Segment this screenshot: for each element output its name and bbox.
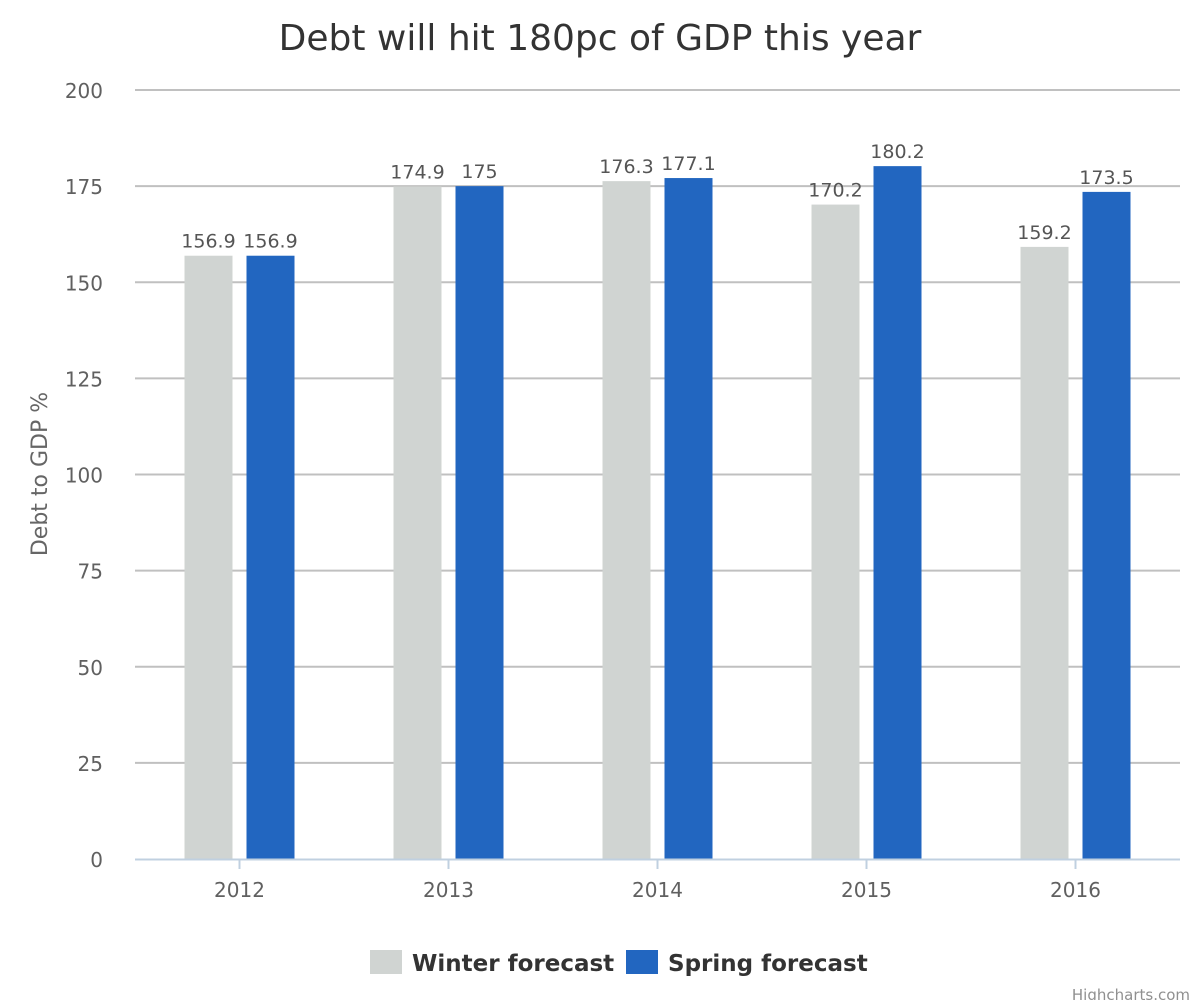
data-label: 156.9 xyxy=(243,231,297,253)
legend-label: Winter forecast xyxy=(412,951,614,977)
data-label: 156.9 xyxy=(181,231,235,253)
x-tick-label: 2016 xyxy=(1050,878,1101,902)
data-labels: 156.9 156.9 174.9 175 176.3 177.1 170.2 180.2 15… xyxy=(181,141,1133,253)
data-label: 174.9 xyxy=(390,162,444,184)
bar-spring-forecast-2016[interactable] xyxy=(1082,191,1131,859)
bar-spring-forecast-2013[interactable] xyxy=(455,186,504,859)
legend-item-spring-forecast[interactable]: Spring forecast xyxy=(626,950,868,977)
y-tick-label: 75 xyxy=(78,560,103,584)
x-tick-label: 2014 xyxy=(632,878,683,902)
x-tick-label: 2012 xyxy=(214,878,265,902)
x-tick-label: 2013 xyxy=(423,878,474,902)
y-tick-label: 125 xyxy=(65,367,103,391)
bar-winter-forecast-2014[interactable] xyxy=(602,181,651,860)
y-axis-title: Debt to GDP % xyxy=(28,392,53,556)
y-tick-label: 100 xyxy=(65,464,103,488)
x-tick-label: 2015 xyxy=(841,878,892,902)
grid-lines xyxy=(135,89,1180,764)
y-tick-label: 25 xyxy=(78,752,103,776)
y-tick-label: 150 xyxy=(65,271,103,295)
bar-winter-forecast-2015[interactable] xyxy=(811,204,860,859)
chart-title: Debt will hit 180pc of GDP this year xyxy=(279,18,922,59)
legend-item-winter-forecast[interactable]: Winter forecast xyxy=(370,950,614,977)
bar-spring-forecast-2012[interactable] xyxy=(246,255,295,860)
bars xyxy=(184,166,1131,860)
credits-link[interactable]: Highcharts.com xyxy=(1072,986,1190,1004)
y-tick-label: 50 xyxy=(78,656,103,680)
bar-spring-forecast-2014[interactable] xyxy=(664,178,713,859)
legend: Winter forecast Spring forecast xyxy=(370,950,868,977)
y-tick-label: 200 xyxy=(65,79,103,103)
bar-winter-forecast-2016[interactable] xyxy=(1020,246,1069,860)
x-axis: 2012 2013 2014 2015 2016 xyxy=(135,858,1180,902)
legend-swatch xyxy=(370,950,402,974)
legend-swatch xyxy=(626,950,658,974)
y-tick-label: 0 xyxy=(90,848,103,872)
data-label: 176.3 xyxy=(599,156,653,178)
bar-winter-forecast-2012[interactable] xyxy=(184,255,233,860)
data-label: 159.2 xyxy=(1017,222,1071,244)
data-label: 173.5 xyxy=(1079,167,1133,189)
data-label: 177.1 xyxy=(661,153,715,175)
legend-label: Spring forecast xyxy=(668,951,868,977)
data-label: 175 xyxy=(461,161,497,183)
y-tick-label: 175 xyxy=(65,175,103,199)
bar-spring-forecast-2015[interactable] xyxy=(873,166,922,860)
bar-winter-forecast-2013[interactable] xyxy=(393,186,442,859)
y-axis-ticks: 0 25 50 75 100 125 150 175 200 xyxy=(65,79,103,872)
data-label: 170.2 xyxy=(808,180,862,202)
data-label: 180.2 xyxy=(870,141,924,163)
